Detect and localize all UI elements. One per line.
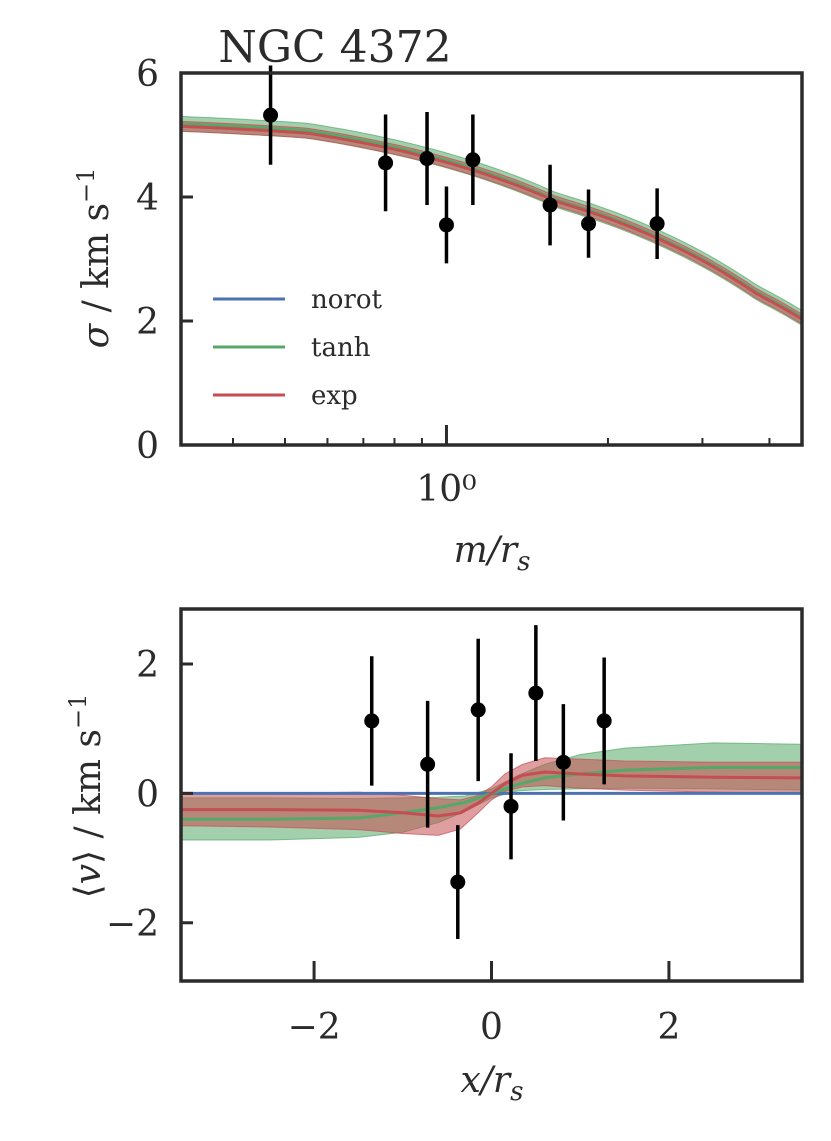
- sigma-panel-y-label: σ / km s−1: [72, 168, 117, 349]
- legend-label-exp: exp: [311, 381, 358, 411]
- svg-text:x/rs: x/rs: [461, 1060, 524, 1107]
- data-point: [596, 713, 612, 729]
- legend: norot tanh exp: [213, 285, 382, 411]
- sigma-panel-x-label: m/rs: [454, 530, 531, 577]
- velocity-panel: −2 0 2 −2 0 2: [106, 607, 804, 1048]
- band-exp: [181, 120, 802, 325]
- svg-text:m/rs: m/rs: [454, 530, 531, 577]
- svg-text:σ / km s−1: σ / km s−1: [72, 168, 117, 349]
- y-tick-label: 0: [136, 774, 159, 815]
- data-point: [438, 217, 454, 233]
- x-tick-label: 0: [480, 1007, 503, 1048]
- y-tick-label: 2: [136, 302, 159, 343]
- x-tick-label: 10⁰: [416, 469, 476, 510]
- data-point: [555, 754, 571, 770]
- velocity-panel-x-label: x/rs: [461, 1060, 524, 1107]
- legend-label-tanh: tanh: [311, 333, 371, 363]
- data-point: [419, 151, 435, 167]
- data-point: [649, 216, 665, 232]
- y-tick-label: 4: [136, 178, 159, 219]
- data-point: [450, 874, 466, 890]
- velocity-panel-y-label: ⟨v⟩ / km s−1: [64, 694, 109, 899]
- data-point: [581, 216, 597, 232]
- axes-frame: [179, 71, 804, 447]
- data-point: [420, 756, 436, 772]
- line-exp: [181, 770, 802, 818]
- line-norot: [181, 124, 802, 320]
- band-tanh: [181, 115, 802, 326]
- svg-text:⟨v⟩ / km s−1: ⟨v⟩ / km s−1: [64, 694, 109, 899]
- band-exp: [181, 757, 802, 836]
- x-tick-label: −2: [288, 1007, 341, 1048]
- data-point: [470, 702, 486, 718]
- x-tick-label: 2: [657, 1007, 680, 1048]
- data-point: [542, 197, 558, 213]
- data-point: [503, 798, 519, 814]
- data-point: [378, 155, 394, 171]
- data-point: [364, 713, 380, 729]
- line-exp: [181, 124, 802, 321]
- legend-label-norot: norot: [311, 285, 382, 315]
- line-tanh: [181, 122, 802, 320]
- sigma-panel: 0 2 4 6 10⁰ norot tanh exp: [136, 54, 804, 510]
- y-tick-label: −2: [106, 904, 159, 945]
- figure-title: NGC 4372: [218, 22, 451, 73]
- data-point: [528, 685, 544, 701]
- y-tick-label: 2: [136, 645, 159, 686]
- y-tick-label: 0: [136, 426, 159, 467]
- data-point: [465, 152, 481, 168]
- y-tick-label: 6: [136, 54, 159, 95]
- data-point: [263, 107, 279, 123]
